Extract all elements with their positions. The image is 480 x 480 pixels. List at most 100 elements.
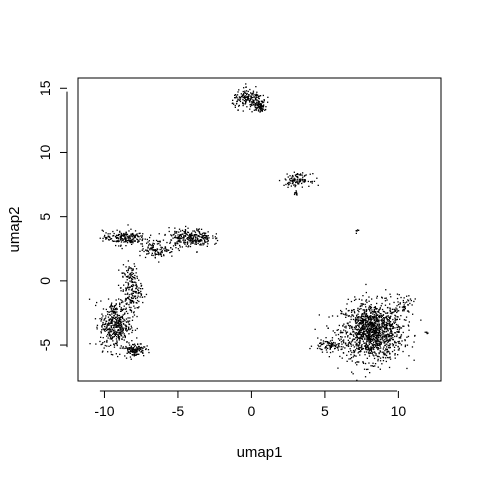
data-point [388, 316, 390, 318]
data-point [167, 249, 169, 251]
data-point [174, 244, 177, 246]
data-point [402, 325, 404, 327]
data-point [114, 311, 116, 313]
data-point [367, 348, 369, 351]
data-point [130, 345, 132, 347]
data-point [352, 338, 354, 340]
data-point [361, 317, 363, 319]
data-point [333, 344, 335, 346]
data-point [169, 242, 171, 244]
data-point [130, 274, 132, 276]
data-point [400, 327, 403, 329]
data-point [378, 329, 380, 332]
data-point [355, 325, 358, 327]
data-point [245, 90, 248, 92]
data-point [255, 109, 257, 111]
data-point [115, 244, 117, 247]
data-point [359, 328, 361, 331]
data-point [383, 335, 385, 337]
data-point [386, 348, 388, 350]
data-point [373, 316, 375, 318]
data-point [122, 346, 124, 348]
data-point [107, 333, 109, 336]
data-point [110, 337, 112, 339]
data-point [293, 180, 296, 182]
data-point [121, 328, 123, 330]
data-point [252, 92, 255, 94]
data-point [111, 302, 113, 304]
data-point [375, 318, 377, 320]
data-point [158, 233, 160, 235]
data-point [252, 92, 254, 94]
data-point [372, 323, 374, 325]
data-point [198, 240, 200, 242]
data-point [356, 342, 358, 344]
data-point [372, 347, 375, 349]
data-point [251, 96, 254, 99]
data-point [190, 233, 192, 236]
data-point [386, 299, 388, 301]
data-point [385, 326, 387, 328]
data-point [385, 348, 388, 350]
data-point [352, 349, 355, 352]
data-point [379, 313, 381, 315]
data-point [408, 295, 410, 297]
data-point [362, 324, 364, 326]
data-point [370, 304, 372, 306]
data-point [113, 235, 115, 237]
data-point [130, 277, 133, 280]
data-point [360, 317, 362, 319]
data-point [127, 283, 130, 285]
data-point [299, 180, 301, 183]
data-point [117, 234, 119, 237]
data-point [101, 229, 103, 231]
data-point [135, 272, 137, 274]
data-point [96, 324, 99, 326]
data-point [246, 92, 248, 95]
data-point [365, 334, 367, 336]
data-point [260, 107, 262, 109]
data-point [331, 345, 333, 347]
data-point [101, 343, 103, 345]
data-point [118, 336, 121, 338]
data-point [265, 106, 267, 108]
data-point [114, 240, 116, 242]
data-point [125, 231, 127, 233]
data-point [109, 331, 111, 333]
data-point [365, 343, 367, 345]
data-point [110, 310, 112, 313]
data-point [105, 232, 107, 234]
data-point [375, 325, 377, 328]
data-point [107, 324, 109, 326]
data-point [388, 357, 390, 359]
data-point [295, 181, 297, 184]
data-point [125, 357, 128, 359]
data-point [196, 229, 198, 231]
data-point [291, 182, 293, 185]
data-point [351, 340, 354, 342]
data-point [404, 344, 407, 346]
data-point [132, 295, 134, 297]
data-point [353, 346, 355, 348]
data-point [361, 338, 363, 340]
data-point [135, 302, 137, 304]
data-point [305, 174, 307, 176]
data-point [106, 236, 108, 239]
data-point [108, 311, 110, 313]
data-point [114, 324, 116, 326]
data-point [388, 346, 390, 348]
data-point [140, 290, 142, 293]
data-point [130, 299, 133, 302]
data-point [352, 331, 354, 333]
data-point [391, 332, 393, 334]
data-point [376, 308, 378, 310]
data-point [123, 339, 125, 341]
data-point [391, 308, 394, 310]
data-point [294, 174, 297, 176]
data-point [129, 349, 132, 351]
data-point [129, 308, 131, 311]
data-point [128, 276, 130, 279]
data-point [394, 353, 396, 355]
data-point [158, 240, 160, 243]
data-point [394, 335, 396, 338]
